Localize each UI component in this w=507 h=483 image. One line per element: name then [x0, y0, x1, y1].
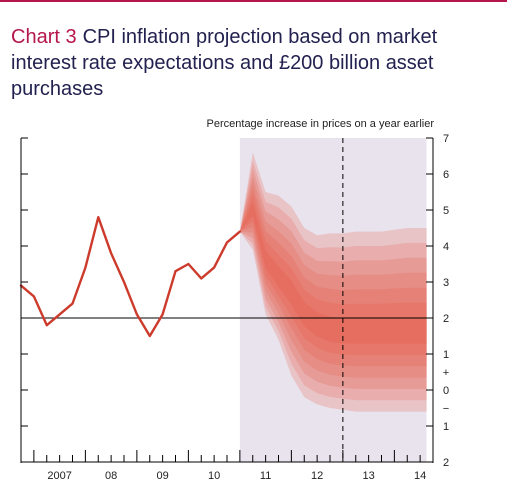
x-tick-label: 12: [311, 470, 323, 482]
chart-title-text: CPI inflation projection based on market…: [11, 26, 438, 100]
y-tick-label: 0: [443, 385, 449, 397]
projection-period-shading: [239, 138, 427, 462]
y-tick-label: 5: [443, 205, 449, 217]
fan-band-4: [239, 177, 427, 378]
fan-band-7: [239, 152, 427, 412]
y-tick-label: 4: [443, 241, 449, 253]
x-tick-label: 14: [414, 470, 426, 482]
y-tick-label: +: [443, 367, 449, 379]
x-tick-label: 08: [105, 470, 117, 482]
fan-band-1: [239, 201, 427, 344]
x-tick-label: 10: [208, 470, 220, 482]
x-tick-label: 13: [363, 470, 375, 482]
chart-number: Chart 3: [11, 26, 77, 48]
fan-band-3: [239, 185, 427, 367]
x-tick-label: 2007: [47, 470, 71, 482]
x-tick-label: 09: [157, 470, 169, 482]
y-tick-label: 6: [443, 169, 449, 181]
y-tick-label: 2: [443, 457, 449, 469]
y-tick-label: 2: [443, 313, 449, 325]
fan-band-2: [239, 193, 427, 355]
top-accent-rule: [0, 0, 507, 2]
x-tick-label: 11: [260, 470, 271, 482]
cpi-history-line-0: [19, 215, 242, 338]
y-tick-label: 1: [443, 349, 449, 361]
y-tick-label: −: [443, 403, 449, 415]
y-axis-unit-label: Percentage increase in prices on a year …: [207, 118, 435, 130]
y-tick-label: 7: [443, 133, 449, 145]
y-tick-label: 1: [443, 421, 449, 433]
chart-title: Chart 3 CPI inflation projection based on…: [11, 24, 501, 102]
fan-band-6: [239, 160, 427, 401]
y-tick-label: 3: [443, 277, 449, 289]
fan-band-5: [239, 168, 427, 389]
